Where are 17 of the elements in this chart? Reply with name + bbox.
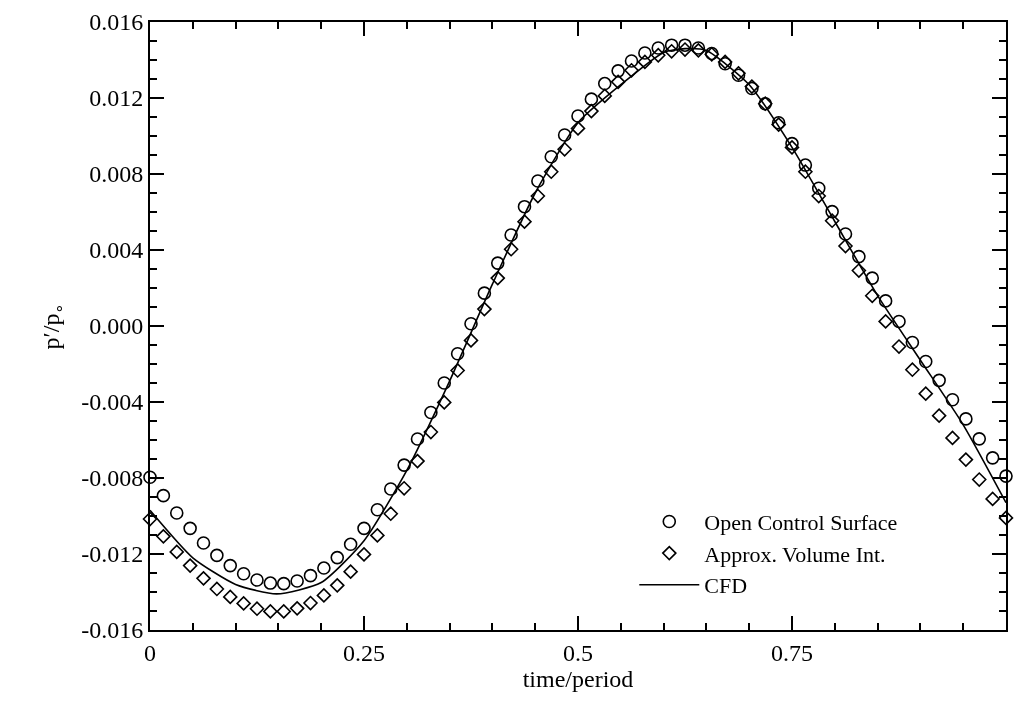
legend-label: Approx. Volume Int. <box>704 541 886 567</box>
x-tick-label: 0.5 <box>563 639 593 666</box>
y-tick-label: 0.000 <box>89 313 144 340</box>
legend-label: CFD <box>704 573 748 599</box>
x-tick-label: 0.75 <box>771 639 813 666</box>
y-tick-label: 0.012 <box>89 85 144 112</box>
x-tick-label: 0.25 <box>343 639 385 666</box>
legend-label: Open Control Surface <box>704 510 898 536</box>
x-axis-title: time/period <box>522 665 634 692</box>
y-tick-label: 0.008 <box>89 161 144 188</box>
y-tick-label: -0.008 <box>81 465 144 492</box>
y-tick-label: 0.016 <box>89 9 144 36</box>
y-tick-label: -0.004 <box>81 389 144 416</box>
x-tick-label: 0 <box>144 639 156 666</box>
y-tick-label: -0.016 <box>81 617 144 644</box>
y-tick-label: -0.012 <box>81 541 144 568</box>
y-tick-label: 0.004 <box>89 237 144 264</box>
